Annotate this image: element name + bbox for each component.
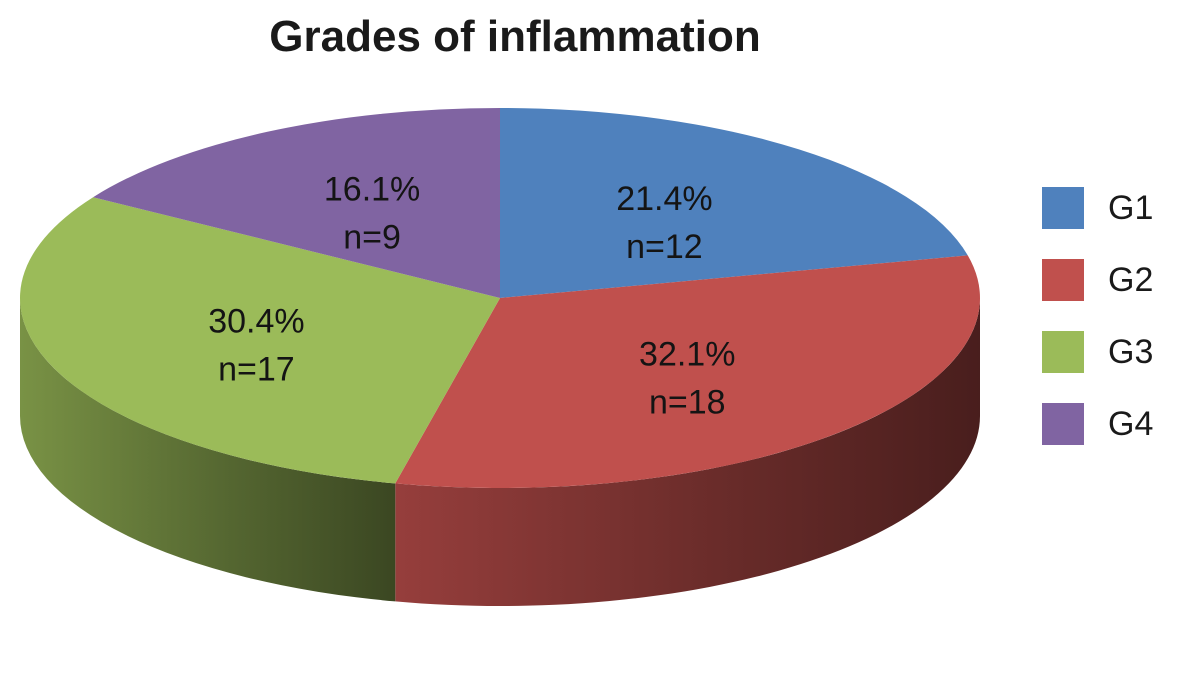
slice-count-label-g4: n=9 [343,219,401,257]
legend-label-g4: G4 [1108,404,1154,443]
slice-percent-label-g3: 30.4% [208,302,304,340]
slice-count-label-g3: n=17 [218,350,295,388]
pie-slice-g3 [20,197,501,484]
legend-swatch-g3 [1042,331,1084,373]
slice-count-label-g1: n=12 [626,228,703,266]
pie-labels: 21.4% n=12 32.1% n=18 30.4% n=17 16.1% n=9 [208,171,735,422]
slice-percent-label-g1: 21.4% [616,180,712,218]
pie-slice-g2 [395,255,980,488]
legend-swatch-g1 [1042,187,1084,229]
chart-title: Grades of inflammation [269,12,761,61]
legend: G1 G2 G3 G4 [1042,172,1172,460]
pie-side-g2 [395,298,980,606]
legend-swatch-g4 [1042,403,1084,445]
pie-slice-g1 [500,108,968,298]
legend-label-g1: G1 [1108,188,1154,227]
pie-tops [20,108,980,488]
pie-slice-g4 [93,108,500,298]
slice-percent-label-g4: 16.1% [324,171,420,209]
slice-percent-label-g2: 32.1% [639,336,735,374]
pie-side-g3 [20,298,396,602]
legend-item-g3: G3 [1042,316,1172,388]
legend-item-g4: G4 [1042,388,1172,460]
legend-item-g1: G1 [1042,172,1172,244]
legend-label-g3: G3 [1108,332,1154,371]
slice-count-label-g2: n=18 [649,384,726,422]
pie-sides [20,298,980,606]
legend-swatch-g2 [1042,259,1084,301]
legend-item-g2: G2 [1042,244,1172,316]
legend-label-g2: G2 [1108,260,1154,299]
